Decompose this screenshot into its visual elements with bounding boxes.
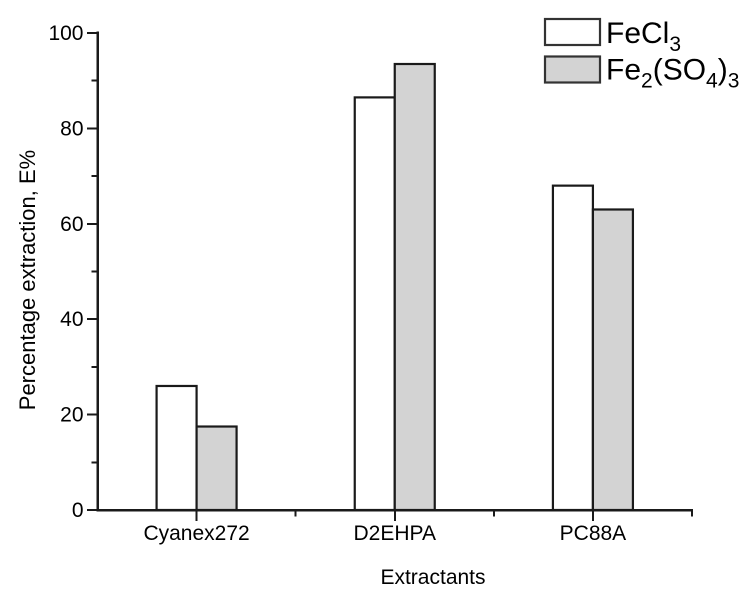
bar-fe2-so4-3-d2ehpa <box>393 62 436 512</box>
bar-fe2-so4-3-cyanex272 <box>195 425 238 512</box>
legend-label-fecl3: FeCl3 <box>606 17 681 56</box>
legend-label-fe2-so4-3: Fe2(SO4)3 <box>606 54 739 93</box>
axes-layer <box>87 31 693 521</box>
category-label-d2ehpa: D2EHPA <box>354 522 436 545</box>
category-label-cyanex272: Cyanex272 <box>143 522 249 545</box>
legend-swatch-fecl3 <box>543 17 602 47</box>
bar-fe2-so4-3-pc88a <box>591 208 635 512</box>
bar-fecl3-pc88a <box>551 184 595 512</box>
y-axis-title: Percentage extraction, E% <box>15 150 40 410</box>
bars-layer <box>155 62 635 512</box>
y-tick-label-80: 80 <box>60 117 83 140</box>
tick-labels-layer: 0 20 40 60 80 100 Cyanex272 D2EHPA PC88A <box>48 22 626 545</box>
y-tick-label-100: 100 <box>48 22 83 45</box>
legend-swatch-fe2-so4-3 <box>543 55 602 84</box>
category-label-pc88a: PC88A <box>560 522 627 545</box>
y-tick-label-40: 40 <box>60 308 83 331</box>
bar-fecl3-cyanex272 <box>155 384 198 512</box>
y-tick-label-20: 20 <box>60 404 83 427</box>
y-tick-label-0: 0 <box>72 499 84 522</box>
y-tick-label-60: 60 <box>60 213 83 236</box>
x-axis-title: Extractants <box>380 566 485 589</box>
bar-fecl3-d2ehpa <box>353 96 396 512</box>
